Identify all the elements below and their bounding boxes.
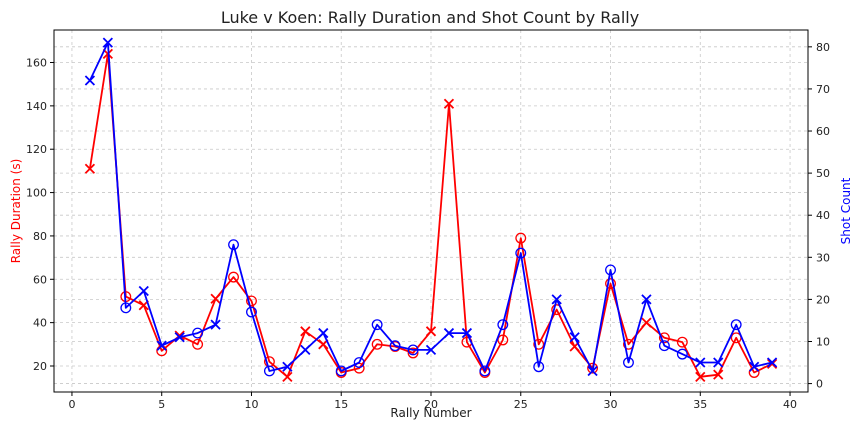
x-axis-label: Rally Number bbox=[390, 406, 471, 420]
duration-point bbox=[211, 294, 220, 303]
y-left-tick-label: 20 bbox=[33, 360, 47, 373]
x-tick-label: 25 bbox=[514, 398, 528, 411]
y-left-tick-label: 120 bbox=[26, 143, 47, 156]
shots-point bbox=[301, 345, 310, 354]
y-left-tick-label: 160 bbox=[26, 57, 47, 70]
x-tick-label: 10 bbox=[244, 398, 258, 411]
shots-point bbox=[85, 76, 94, 85]
duration-point bbox=[283, 372, 292, 381]
y-right-tick-label: 0 bbox=[816, 378, 823, 391]
y-left-tick-label: 60 bbox=[33, 273, 47, 286]
shots-point bbox=[570, 333, 579, 342]
y-axis-left-label: Rally Duration (s) bbox=[9, 159, 23, 264]
x-tick-label: 5 bbox=[158, 398, 165, 411]
grid-lines bbox=[54, 30, 808, 392]
shots-point bbox=[319, 329, 328, 338]
y-left-tick-label: 40 bbox=[33, 317, 47, 330]
y-left-tick-label: 100 bbox=[26, 187, 47, 200]
shots-point bbox=[139, 286, 148, 295]
y-right-tick-label: 60 bbox=[816, 125, 830, 138]
x-tick-label: 35 bbox=[693, 398, 707, 411]
y-right-tick-label: 50 bbox=[816, 167, 830, 180]
x-tick-label: 30 bbox=[604, 398, 618, 411]
y-right-tick-label: 40 bbox=[816, 209, 830, 222]
y-axis-right: 0 10 20 30 40 50 60 70 80 bbox=[808, 41, 830, 391]
x-tick-label: 40 bbox=[783, 398, 797, 411]
y-right-tick-label: 80 bbox=[816, 41, 830, 54]
y-left-tick-label: 140 bbox=[26, 100, 47, 113]
chart-title: Luke v Koen: Rally Duration and Shot Cou… bbox=[221, 8, 639, 27]
y-left-tick-label: 80 bbox=[33, 230, 47, 243]
duration-point bbox=[301, 327, 310, 336]
y-right-tick-label: 10 bbox=[816, 335, 830, 348]
y-right-tick-label: 20 bbox=[816, 293, 830, 306]
x-tick-label: 0 bbox=[68, 398, 75, 411]
y-right-tick-label: 70 bbox=[816, 83, 830, 96]
x-tick-label: 15 bbox=[334, 398, 348, 411]
y-axis-right-label: Shot Count bbox=[839, 177, 853, 244]
y-axis-left: 20 40 60 80 100 120 140 160 bbox=[26, 57, 54, 373]
y-right-tick-label: 30 bbox=[816, 251, 830, 264]
